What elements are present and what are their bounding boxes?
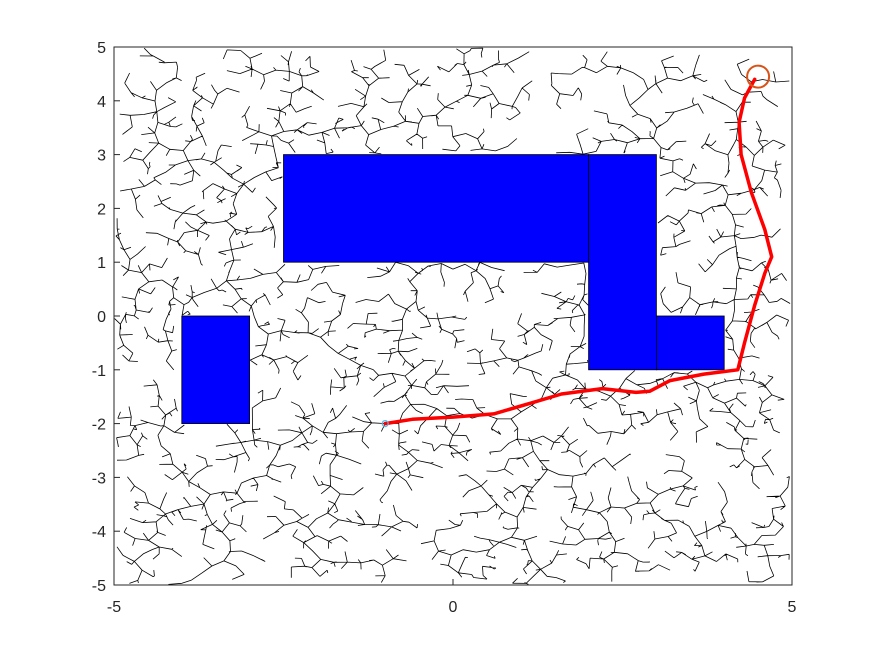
markers [381, 64, 771, 428]
y-tick-label: 0 [97, 309, 106, 326]
y-tick-label: -4 [92, 524, 106, 541]
obstacle-1 [283, 154, 590, 263]
obstacles [181, 154, 725, 424]
obstacle-4 [181, 315, 251, 424]
y-tick-label: 3 [97, 148, 106, 165]
y-tick-label: -3 [92, 470, 106, 487]
y-tick-label: -2 [92, 417, 106, 434]
path-line [383, 77, 774, 426]
y-tick-label: 4 [97, 94, 106, 111]
obstacle-3 [656, 315, 725, 371]
x-tick-label: 0 [449, 599, 458, 616]
y-tick-label: -5 [92, 578, 106, 595]
x-tick-label: 5 [788, 599, 797, 616]
y-tick-label: 1 [97, 255, 106, 272]
y-tick-label: -1 [92, 363, 106, 380]
planned-path [383, 77, 774, 426]
x-tick-label: -5 [107, 599, 121, 616]
y-tick-label: 2 [97, 201, 106, 218]
y-tick-label: 5 [97, 40, 106, 57]
goal-marker [746, 64, 771, 89]
axes: -5 0 5 5 4 3 2 1 0 -1 -2 -3 -4 -5 [92, 40, 797, 616]
start-marker [381, 420, 389, 428]
obstacle-2 [588, 154, 657, 371]
